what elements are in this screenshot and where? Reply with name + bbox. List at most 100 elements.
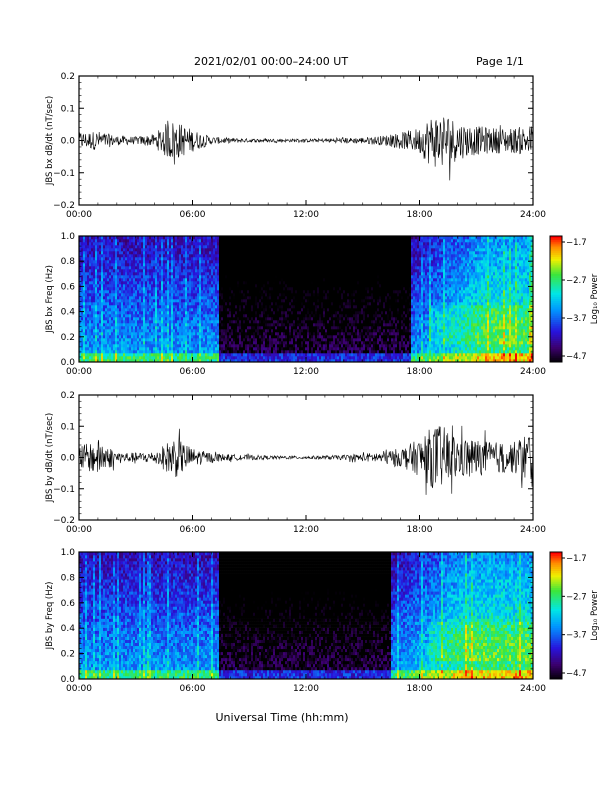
heat-cell (145, 254, 148, 258)
heat-cell (139, 257, 142, 261)
heat-cell (243, 272, 246, 276)
heat-cell (251, 251, 254, 255)
heat-cell (301, 317, 304, 321)
heat-cell (201, 281, 204, 285)
heat-cell (259, 302, 262, 306)
heat-cell (277, 263, 280, 267)
heat-cell (85, 269, 88, 273)
heat-cell (231, 311, 234, 315)
heat-cell (131, 353, 134, 357)
heat-cell (173, 281, 176, 285)
heat-cell (207, 251, 210, 255)
heat-cell (195, 245, 198, 249)
heat-cell (307, 326, 310, 330)
heat-cell (121, 266, 124, 270)
heat-cell (197, 317, 200, 321)
heat-cell (259, 344, 262, 348)
heat-cell (283, 356, 286, 360)
heat-cell (203, 311, 206, 315)
heat-cell (195, 263, 198, 267)
heat-cell (189, 251, 192, 255)
heat-cell (299, 290, 302, 294)
heat-cell (271, 263, 274, 267)
heat-cell (95, 272, 98, 276)
heat-cell (229, 299, 232, 303)
y-axis-label: JBS bx dB/dt (nT/sec) (45, 96, 55, 186)
heat-cell (83, 260, 86, 264)
heat-cell (225, 302, 228, 306)
heat-cell (163, 320, 166, 324)
heat-cell (275, 332, 278, 336)
heat-cell (133, 338, 136, 342)
heat-cell (299, 332, 302, 336)
heat-cell (147, 332, 150, 336)
heat-cell (269, 344, 272, 348)
heat-cell (113, 245, 116, 249)
heat-cell (261, 278, 264, 282)
heat-cell (269, 260, 272, 264)
heat-cell (233, 302, 236, 306)
heat-cell (187, 302, 190, 306)
heat-cell (283, 302, 286, 306)
heat-cell (189, 305, 192, 309)
heat-cell (263, 239, 266, 243)
heat-cell (219, 266, 222, 270)
heat-cell (189, 347, 192, 351)
heat-cell (195, 353, 198, 357)
heat-cell (221, 347, 224, 351)
heat-cell (215, 356, 218, 360)
heat-cell (119, 287, 122, 291)
heat-cell (223, 350, 226, 354)
heat-cell (259, 320, 262, 324)
heat-cell (175, 308, 178, 312)
heat-cell (141, 317, 144, 321)
heat-cell (189, 350, 192, 354)
heat-cell (229, 242, 232, 246)
heat-cell (309, 254, 312, 258)
heat-cell (185, 314, 188, 318)
heat-cell (165, 359, 168, 363)
heat-cell (159, 335, 162, 339)
heat-cell (105, 302, 108, 306)
heat-cell (243, 251, 246, 255)
heat-cell (83, 290, 86, 294)
heat-cell (241, 302, 244, 306)
heat-cell (257, 278, 260, 282)
heat-cell (135, 335, 138, 339)
heat-cell (257, 320, 260, 324)
heat-cell (211, 269, 214, 273)
heat-cell (249, 257, 252, 261)
heat-cell (175, 266, 178, 270)
heat-cell (279, 314, 282, 318)
heat-cell (253, 266, 256, 270)
heat-cell (235, 278, 238, 282)
heat-cell (271, 335, 274, 339)
heat-cell (279, 260, 282, 264)
heat-cell (291, 338, 294, 342)
heat-cell (147, 284, 150, 288)
heat-cell (249, 305, 252, 309)
heat-cell (149, 347, 152, 351)
heat-cell (189, 341, 192, 345)
heat-cell (153, 317, 156, 321)
heat-cell (179, 335, 182, 339)
heat-cell (161, 266, 164, 270)
heat-cell (149, 323, 152, 327)
heat-cell (245, 305, 248, 309)
heat-cell (119, 320, 122, 324)
heat-cell (197, 248, 200, 252)
heat-cell (245, 344, 248, 348)
heat-cell (283, 263, 286, 267)
heat-cell (151, 347, 154, 351)
heat-cell (243, 335, 246, 339)
heat-cell (233, 347, 236, 351)
heat-cell (133, 326, 136, 330)
heat-cell (167, 272, 170, 276)
heat-cell (303, 242, 306, 246)
heat-cell (135, 353, 138, 357)
heat-cell (309, 347, 312, 351)
heat-cell (139, 317, 142, 321)
heat-cell (221, 236, 224, 240)
heat-cell (167, 287, 170, 291)
heat-cell (225, 314, 228, 318)
